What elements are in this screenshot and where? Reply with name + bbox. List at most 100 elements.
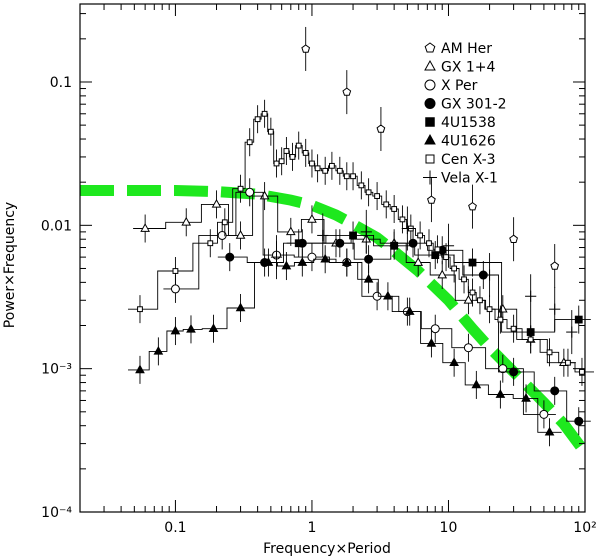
data-point xyxy=(322,167,329,174)
data-point xyxy=(509,367,519,377)
data-point xyxy=(483,269,496,281)
series-vela-x-1 xyxy=(270,206,578,355)
data-point xyxy=(449,357,459,367)
data-point xyxy=(211,198,222,208)
series-x-per xyxy=(163,178,556,429)
data-point xyxy=(172,268,179,274)
data-point xyxy=(579,368,585,375)
data-point xyxy=(404,306,415,315)
y-tick-label: 0.01 xyxy=(41,218,72,234)
data-point xyxy=(289,154,296,160)
data-point xyxy=(365,189,372,196)
data-point xyxy=(235,302,246,312)
data-point xyxy=(246,139,253,146)
data-point xyxy=(170,284,180,294)
data-point xyxy=(297,257,308,266)
data-point xyxy=(307,252,317,262)
data-point xyxy=(486,306,493,313)
legend-marker-gx-301-2 xyxy=(424,98,436,109)
legend-label-4u1538: 4U1538 xyxy=(441,115,496,131)
y-tick-label: 10⁻⁴ xyxy=(41,505,72,521)
y-tick-label: 0.1 xyxy=(50,75,72,91)
data-point xyxy=(549,303,561,315)
data-point xyxy=(430,324,440,334)
data-point xyxy=(546,349,553,356)
legend-marker-4u1626 xyxy=(424,133,436,145)
data-point xyxy=(336,167,343,174)
data-point xyxy=(525,290,537,302)
series-am-her xyxy=(301,26,560,289)
legend: AM Her GX 1+4 X Per GX 301-2 4U1538 4U1626 Cen… xyxy=(423,41,507,187)
data-point xyxy=(270,251,283,263)
legend-marker-cen-x-3 xyxy=(425,154,435,164)
data-point xyxy=(360,226,372,238)
data-point xyxy=(427,195,436,204)
data-point xyxy=(278,158,285,165)
x-tick-label: 10 xyxy=(440,520,458,536)
data-point xyxy=(565,359,571,366)
x-tick-label: 1 xyxy=(307,520,316,536)
series-cen-x-3 xyxy=(128,99,594,386)
data-point xyxy=(574,315,583,324)
data-point xyxy=(267,128,274,135)
data-point xyxy=(391,206,398,212)
data-point xyxy=(417,232,424,239)
data-point xyxy=(527,336,534,343)
series-step-line xyxy=(133,195,576,364)
data-point xyxy=(426,240,432,247)
data-point xyxy=(574,416,584,426)
data-point xyxy=(383,201,390,208)
data-point xyxy=(437,269,448,279)
data-point xyxy=(443,254,449,261)
data-point xyxy=(217,230,227,240)
plot-frame xyxy=(79,3,586,513)
data-point xyxy=(413,257,424,266)
data-point xyxy=(181,216,192,226)
legend-marker-vela-x-1 xyxy=(423,170,437,185)
series-layer xyxy=(128,26,594,447)
data-point xyxy=(399,216,406,223)
data-point xyxy=(263,257,274,266)
data-point xyxy=(307,213,317,223)
data-point xyxy=(207,240,214,247)
data-point xyxy=(495,389,506,398)
data-point xyxy=(390,241,399,250)
data-point xyxy=(544,426,555,436)
data-point xyxy=(235,230,246,239)
data-point xyxy=(343,173,350,180)
data-point xyxy=(170,325,181,335)
data-point xyxy=(261,110,268,117)
legend-marker-4u1538 xyxy=(425,117,435,127)
data-point xyxy=(317,229,329,242)
series-step-line xyxy=(128,258,562,433)
data-point xyxy=(358,182,365,189)
data-point xyxy=(237,185,244,192)
data-point xyxy=(295,142,302,149)
data-point xyxy=(294,239,303,248)
x-tick-label: 10² xyxy=(573,520,596,536)
data-point xyxy=(434,246,441,253)
legend-label-gx-301-2: GX 301-2 xyxy=(441,97,507,113)
data-point xyxy=(477,297,483,304)
data-point xyxy=(301,44,311,53)
series-gx-1-4 xyxy=(133,182,576,377)
data-point xyxy=(186,323,196,333)
data-point xyxy=(335,238,345,248)
data-point xyxy=(208,323,219,333)
data-point xyxy=(283,148,290,154)
legend-marker-x-per xyxy=(424,79,436,91)
data-point xyxy=(245,187,255,197)
legend-label-vela-x-1: Vela X-1 xyxy=(441,171,498,187)
legend-marker-gx-1-4 xyxy=(424,59,436,71)
legend-label-cen-x-3: Cen X-3 xyxy=(441,152,496,168)
data-point xyxy=(550,386,560,396)
data-point xyxy=(320,253,331,263)
data-point xyxy=(341,257,352,266)
data-point xyxy=(349,231,357,240)
data-point xyxy=(383,290,393,300)
y-axis-label: Power×Frequency xyxy=(2,202,18,328)
data-point xyxy=(471,379,482,389)
data-point xyxy=(221,219,228,226)
data-point xyxy=(363,273,374,283)
